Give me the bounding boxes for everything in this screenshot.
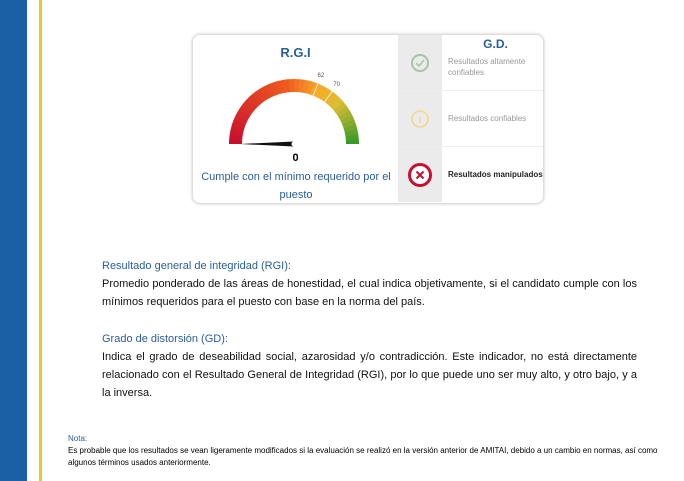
gauge-segment bbox=[298, 79, 305, 93]
gd-panel: G.D. Resultados altamente confiables Res… bbox=[398, 35, 543, 203]
check-circle-icon bbox=[411, 53, 429, 72]
gauge-segment bbox=[236, 109, 250, 121]
note-heading: Nota: bbox=[68, 434, 88, 443]
gauge-segment bbox=[342, 119, 356, 129]
gauge-segment bbox=[233, 114, 248, 125]
gauge-segment bbox=[278, 79, 287, 94]
gauge-segment bbox=[248, 94, 261, 108]
rgi-explanation: Resultado general de integridad (RGI): P… bbox=[102, 257, 637, 311]
gauge-segment bbox=[294, 79, 300, 93]
gauge-segment bbox=[229, 138, 243, 144]
section-text: Indica el grado de deseabilidad social, … bbox=[102, 351, 637, 399]
gauge-segment bbox=[269, 82, 279, 96]
note-text: Es probable que los resultados se vean l… bbox=[68, 446, 658, 467]
section-text: Promedio ponderado de las áreas de hones… bbox=[102, 278, 637, 308]
gd-label: Resultados confiables bbox=[448, 114, 527, 123]
accent-divider bbox=[39, 0, 42, 481]
gauge-segment bbox=[340, 114, 355, 125]
gauge-segment bbox=[330, 98, 344, 111]
gauge-tick-line bbox=[324, 91, 333, 103]
section-heading: Grado de distorsión (GD): bbox=[102, 333, 228, 345]
gauge-needle bbox=[240, 141, 294, 147]
gauge-segment bbox=[238, 105, 253, 117]
rgi-title: R.G.I bbox=[280, 45, 311, 60]
gauge-segment bbox=[344, 128, 359, 137]
gauge-segment bbox=[313, 83, 324, 98]
gd-label: Resultados altamente confiables bbox=[448, 57, 526, 77]
gauge-segment bbox=[230, 123, 245, 132]
gauge-segment bbox=[324, 91, 337, 105]
x-circle-icon bbox=[408, 162, 432, 187]
gd-explanation: Grado de distorsión (GD): Indica el grad… bbox=[102, 330, 637, 402]
gauge-segment bbox=[333, 101, 347, 114]
gauge-segment bbox=[336, 105, 350, 118]
rgi-gauge: 62 70 bbox=[229, 73, 359, 147]
gauge-segment bbox=[345, 138, 359, 144]
gd-item-high: G.D. Resultados altamente confiables bbox=[398, 35, 543, 91]
gd-title: G.D. bbox=[483, 37, 508, 51]
gauge-segment bbox=[255, 88, 268, 102]
gauge-segment bbox=[288, 79, 295, 93]
rgi-value: 0 bbox=[292, 152, 299, 164]
gauge-segment bbox=[241, 101, 255, 114]
gauge-segment bbox=[338, 110, 353, 121]
gauge-segment bbox=[321, 88, 333, 103]
gauge-segment bbox=[302, 79, 310, 94]
gauge-segment bbox=[327, 94, 341, 108]
gauge-tick-62: 62 bbox=[318, 73, 325, 79]
gauge-segment bbox=[260, 85, 271, 100]
gauge-segment bbox=[264, 83, 275, 98]
section-heading: Resultado general de integridad (RGI): bbox=[102, 260, 291, 272]
gauge-segment bbox=[251, 91, 264, 105]
gauge-segment bbox=[273, 80, 283, 95]
gauge-tick-line bbox=[312, 83, 319, 96]
sidebar-bar bbox=[0, 0, 27, 481]
gauge-segment bbox=[343, 123, 358, 133]
gauge-tick-70: 70 bbox=[333, 82, 340, 88]
note: Nota: Es probable que los resultados se … bbox=[68, 433, 668, 469]
gd-item-reliable: Resultados confiables bbox=[398, 91, 543, 147]
gauge-segment bbox=[229, 133, 243, 140]
gauge-segment bbox=[244, 97, 258, 111]
results-card: R.G.I 62 70 0 Cumple con el mínimo reque… bbox=[192, 34, 544, 204]
info-circle-icon bbox=[411, 109, 429, 128]
gd-label: Resultados manipulados bbox=[448, 170, 543, 179]
rgi-description: Cumple con el mínimo requerido por el pu… bbox=[201, 171, 391, 201]
rgi-panel: R.G.I 62 70 0 Cumple con el mínimo reque… bbox=[193, 35, 398, 203]
gauge-segment bbox=[306, 80, 315, 95]
gauge-segment bbox=[317, 86, 329, 100]
gd-item-manipulated: Resultados manipulados bbox=[398, 147, 543, 202]
gauge-segment bbox=[232, 118, 247, 128]
gauge-segment bbox=[229, 128, 244, 136]
